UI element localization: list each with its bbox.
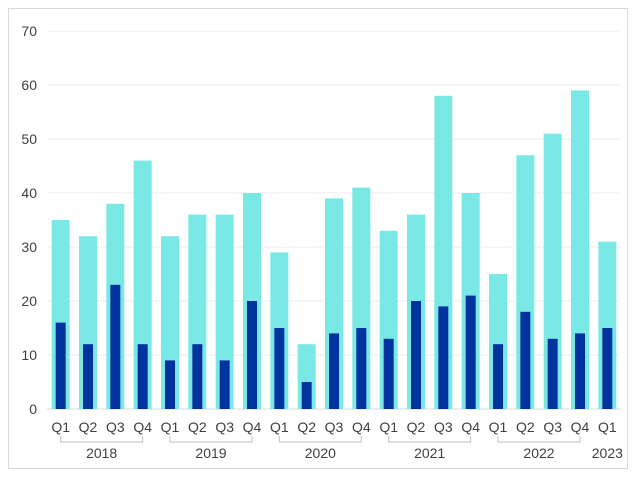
y-tick-label: 20 [21, 293, 37, 309]
year-label: 2018 [86, 445, 117, 461]
year-bracket [278, 436, 362, 443]
year-bracket [388, 436, 472, 443]
bars [51, 90, 617, 410]
bar-series-2 [575, 333, 585, 409]
x-tick-label: Q1 [161, 419, 180, 435]
x-tick-label: Q3 [325, 419, 344, 435]
x-tick-label: Q3 [543, 419, 562, 435]
x-tick-label: Q4 [461, 419, 480, 435]
bar-chart: 0 10 20 30 40 50 60 70 Q1 Q2 Q3 Q4 Q1 Q2 Q3 Q4 Q1 Q2 Q3 Q4… [21, 23, 623, 461]
y-tick-label: 70 [21, 23, 37, 39]
bar-series-2 [165, 360, 175, 409]
bar-series-2 [274, 328, 285, 409]
y-tick-label: 10 [21, 347, 37, 363]
bar-series-2 [83, 344, 93, 409]
x-tick-label: Q3 [215, 419, 234, 435]
bar-series-2 [356, 328, 367, 409]
y-tick-label: 0 [29, 401, 37, 417]
year-groups: 2018 2019 2020 2021 2022 2023 [60, 436, 623, 461]
year-bracket [497, 436, 581, 443]
x-tick-label: Q2 [516, 419, 535, 435]
bar-series-2 [438, 306, 449, 409]
chart-frame: 0 10 20 30 40 50 60 70 Q1 Q2 Q3 Q4 Q1 Q2 Q3 Q4 Q1 Q2 Q3 Q4… [8, 8, 628, 469]
x-tick-label: Q1 [598, 419, 617, 435]
y-tick-label: 30 [21, 239, 37, 255]
x-tick-label: Q4 [133, 419, 152, 435]
y-tick-label: 50 [21, 131, 37, 147]
bar-series-1 [571, 90, 589, 410]
year-label: 2022 [523, 445, 554, 461]
bar-series-2 [383, 338, 394, 409]
year-bracket [169, 436, 253, 443]
bar-series-2 [602, 328, 613, 409]
x-tick-label: Q1 [489, 419, 508, 435]
year-label: 2023 [592, 445, 623, 461]
bar-series-2 [520, 311, 531, 409]
bar-series-2 [493, 344, 503, 409]
bar-series-2 [547, 338, 558, 409]
x-tick-label: Q2 [297, 419, 316, 435]
x-tick-label: Q2 [188, 419, 207, 435]
year-label: 2021 [414, 445, 445, 461]
x-tick-label: Q1 [379, 419, 398, 435]
y-axis-ticks: 0 10 20 30 40 50 60 70 [21, 23, 37, 417]
x-tick-label: Q4 [571, 419, 590, 435]
y-tick-label: 60 [21, 77, 37, 93]
x-tick-label: Q3 [106, 419, 125, 435]
year-label: 2020 [305, 445, 336, 461]
x-axis-ticks: Q1 Q2 Q3 Q4 Q1 Q2 Q3 Q4 Q1 Q2 Q3 Q4 Q1 Q2 Q3 Q4 Q1 Q2 Q3 Q4… [51, 419, 617, 435]
bar-series-2 [329, 333, 339, 409]
bar-series-2 [192, 344, 203, 409]
x-tick-label: Q4 [352, 419, 371, 435]
x-tick-label: Q4 [243, 419, 262, 435]
bar-series-2 [110, 284, 121, 409]
bar-series-2 [411, 301, 421, 409]
x-tick-label: Q1 [270, 419, 289, 435]
x-tick-label: Q1 [51, 419, 70, 435]
year-bracket [60, 436, 144, 443]
bar-series-2 [301, 382, 312, 409]
y-tick-label: 40 [21, 185, 37, 201]
x-tick-label: Q3 [434, 419, 453, 435]
year-label: 2019 [195, 445, 226, 461]
x-tick-label: Q2 [79, 419, 98, 435]
bar-series-2 [219, 360, 230, 409]
bar-series-2 [55, 322, 66, 409]
x-tick-label: Q2 [407, 419, 426, 435]
bar-series-2 [137, 344, 148, 409]
bar-series-2 [465, 295, 476, 409]
bar-series-2 [247, 301, 257, 409]
